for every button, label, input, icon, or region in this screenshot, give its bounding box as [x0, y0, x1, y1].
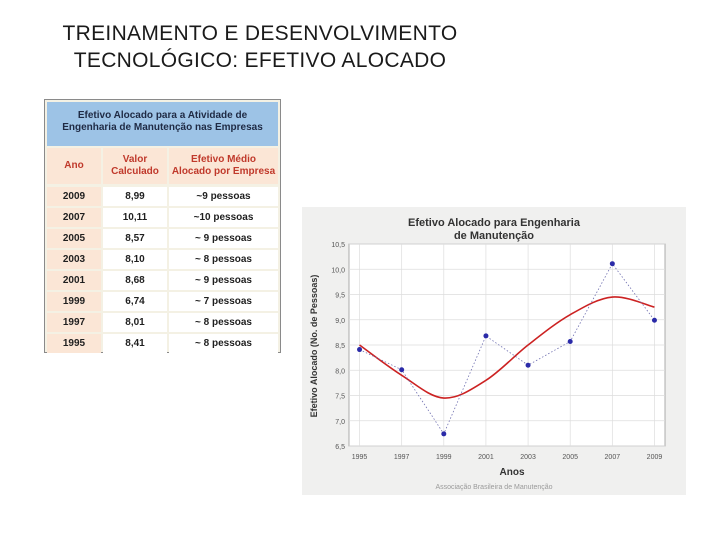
table-row: 2007 10,11 ~10 pessoas — [47, 208, 278, 227]
cell-effective: ~9 pessoas — [169, 187, 278, 206]
data-point — [441, 431, 447, 437]
cell-year: 1995 — [47, 334, 101, 353]
data-point — [357, 347, 363, 353]
table-title: Efetivo Alocado para a Atividade de Enge… — [47, 102, 278, 146]
table-title-line2: Engenharia de Manutenção nas Empresas — [62, 122, 263, 133]
slide-title-line2: TECNOLÓGICO: EFETIVO ALOCADO — [73, 49, 447, 72]
column-header-year: Ano — [47, 148, 101, 184]
cell-year: 2007 — [47, 208, 101, 227]
table-row: 1995 8,41 ~ 8 pessoas — [47, 334, 278, 353]
x-tick-label: 2007 — [605, 454, 621, 461]
cell-effective: ~ 9 pessoas — [169, 229, 278, 248]
cell-effective: ~ 8 pessoas — [169, 250, 278, 269]
y-tick-label: 10,5 — [331, 242, 345, 249]
y-tick-label: 8,0 — [335, 368, 345, 375]
y-tick-label: 6,5 — [335, 444, 345, 451]
chart-source: Associação Brasileira de Manutenção — [435, 484, 552, 491]
column-header-effective: Efetivo Médio Alocado por Empresa — [169, 148, 278, 184]
chart-panel: Efetivo Alocado para Engenharia de Manut… — [302, 207, 686, 495]
data-point — [567, 338, 573, 344]
chart-title-line2: de Manutenção — [454, 230, 534, 242]
x-tick-label: 1995 — [352, 454, 368, 461]
data-point — [399, 367, 405, 373]
slide-title: TREINAMENTO E DESENVOLVIMENTO TECNOLÓGIC… — [0, 20, 520, 74]
cell-effective: ~ 9 pessoas — [169, 271, 278, 290]
cell-effective: ~ 7 pessoas — [169, 292, 278, 311]
slide-title-line1: TREINAMENTO E DESENVOLVIMENTO — [62, 22, 458, 45]
cell-value: 8,01 — [103, 313, 167, 332]
y-tick-label: 7,0 — [335, 419, 345, 426]
cell-value: 6,74 — [103, 292, 167, 311]
table-header-row: Ano Valor Calculado Efetivo Médio Alocado … — [47, 148, 278, 184]
y-tick-label: 9,0 — [335, 318, 345, 325]
data-line — [359, 262, 655, 435]
cell-year: 1999 — [47, 292, 101, 311]
cell-value: 8,99 — [103, 187, 167, 206]
y-tick-label: 10,0 — [331, 267, 345, 274]
table-row: 1997 8,01 ~ 8 pessoas — [47, 313, 278, 332]
data-point — [483, 333, 489, 339]
cell-year: 2005 — [47, 229, 101, 248]
data-point — [609, 261, 615, 267]
y-tick-label: 8,5 — [335, 343, 345, 350]
table-row: 2003 8,10 ~ 8 pessoas — [47, 250, 278, 269]
x-tick-label: 2009 — [647, 454, 663, 461]
table-row: 2005 8,57 ~ 9 pessoas — [47, 229, 278, 248]
cell-year: 2003 — [47, 250, 101, 269]
x-tick-label: 1997 — [394, 454, 410, 461]
cell-year: 1997 — [47, 313, 101, 332]
data-table: Efetivo Alocado para a Atividade de Enge… — [44, 99, 281, 353]
cell-effective: ~ 8 pessoas — [169, 334, 278, 353]
cell-value: 10,11 — [103, 208, 167, 227]
cell-effective: ~10 pessoas — [169, 208, 278, 227]
y-tick-label: 7,5 — [335, 394, 345, 401]
x-tick-label: 2005 — [562, 454, 578, 461]
table-title-line1: Efetivo Alocado para a Atividade de — [77, 110, 248, 121]
cell-value: 8,10 — [103, 250, 167, 269]
table-row: 2009 8,99 ~9 pessoas — [47, 187, 278, 206]
x-tick-label: 2003 — [520, 454, 536, 461]
table-row: 2001 8,68 ~ 9 pessoas — [47, 271, 278, 290]
y-axis-label: Efetivo Alocado (No. de Pessoas) — [309, 275, 319, 418]
cell-effective: ~ 8 pessoas — [169, 313, 278, 332]
fit-curve — [359, 296, 655, 399]
cell-value: 8,41 — [103, 334, 167, 353]
x-axis-label: Anos — [500, 467, 525, 478]
x-tick-label: 2001 — [478, 454, 494, 461]
chart-svg: Efetivo Alocado para Engenharia de Manut… — [309, 217, 666, 491]
x-tick-label: 1999 — [436, 454, 452, 461]
table-row: 1999 6,74 ~ 7 pessoas — [47, 292, 278, 311]
data-point — [651, 317, 657, 323]
cell-value: 8,57 — [103, 229, 167, 248]
y-tick-label: 9,5 — [335, 293, 345, 300]
cell-year: 2009 — [47, 187, 101, 206]
data-point — [525, 362, 531, 368]
cell-value: 8,68 — [103, 271, 167, 290]
chart-title-line1: Efetivo Alocado para Engenharia — [408, 217, 581, 229]
column-header-value: Valor Calculado — [103, 148, 167, 184]
plot-area: 6,5 7,0 7,5 8,0 8,5 9,0 9,5 10,0 10,5 1995 1997 199… — [331, 242, 666, 461]
cell-year: 2001 — [47, 271, 101, 290]
